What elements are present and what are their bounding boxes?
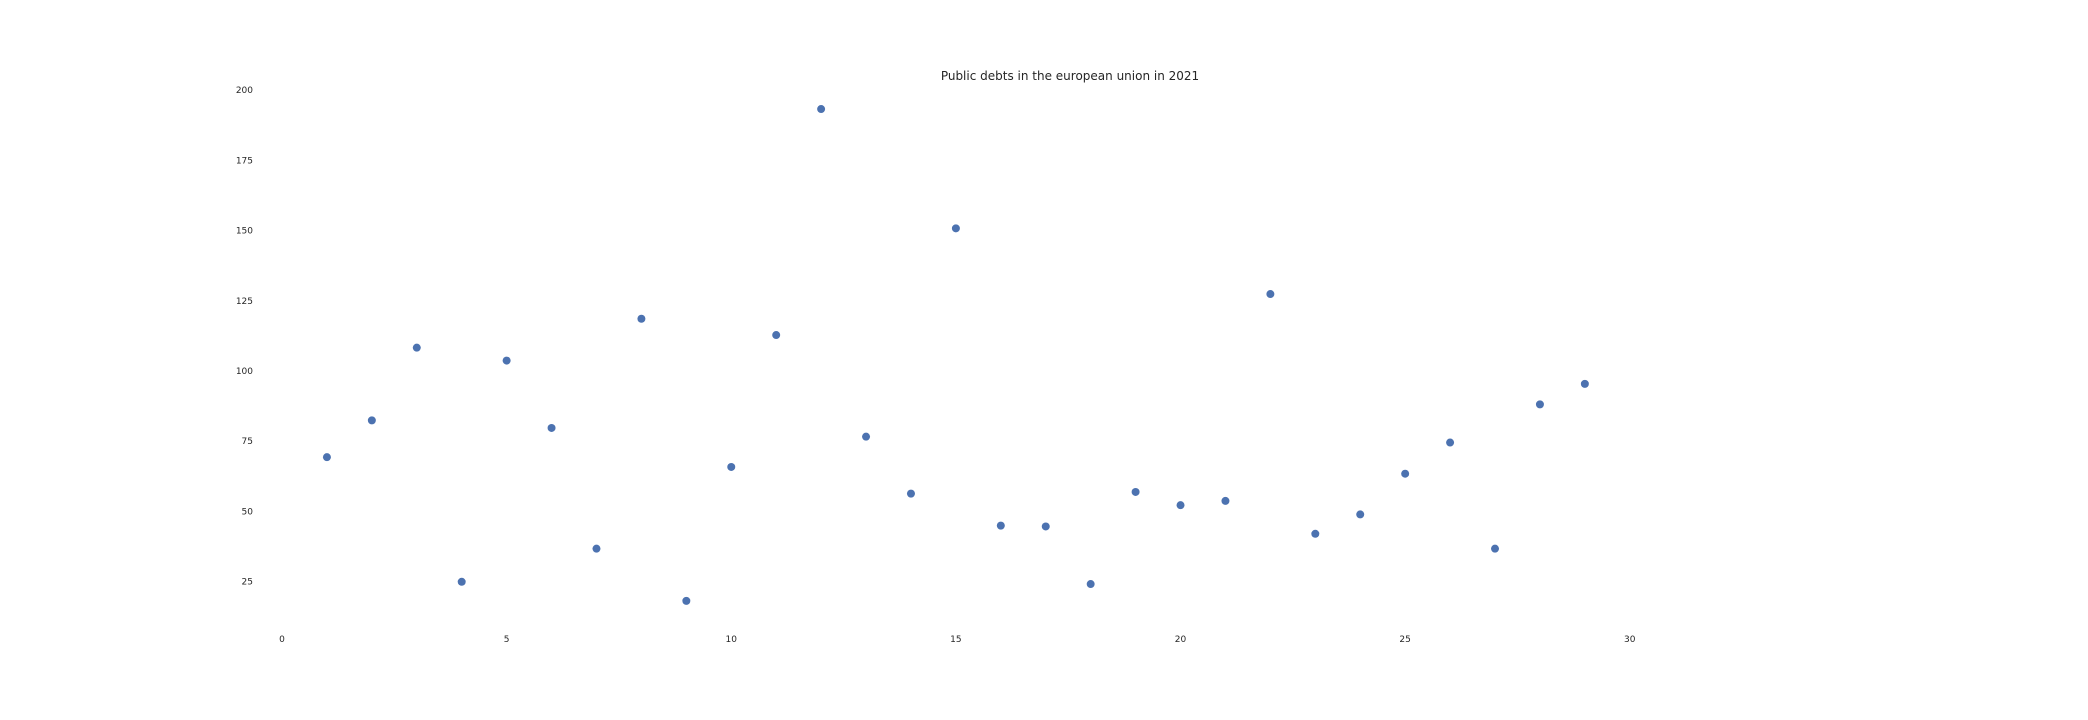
x-tick-label: 25 bbox=[1399, 635, 1410, 645]
data-point bbox=[1491, 544, 1500, 553]
data-point bbox=[1401, 469, 1410, 478]
data-point bbox=[772, 331, 781, 340]
x-tick-label: 20 bbox=[1175, 635, 1187, 645]
x-tick-label: 0 bbox=[279, 635, 285, 645]
y-tick-label: 150 bbox=[236, 227, 253, 237]
x-tick-label: 30 bbox=[1624, 635, 1636, 645]
y-tick-label: 75 bbox=[242, 437, 253, 447]
data-point bbox=[1356, 510, 1365, 519]
data-point bbox=[1446, 438, 1455, 447]
x-tick-labels: 0 5 10 15 20 25 30 bbox=[279, 635, 1636, 645]
data-point bbox=[862, 432, 871, 441]
data-point bbox=[727, 462, 736, 471]
y-tick-labels: 25 50 75 100 125 150 175 200 bbox=[236, 86, 253, 587]
data-point bbox=[637, 314, 646, 323]
data-point bbox=[457, 577, 466, 586]
data-point bbox=[1311, 529, 1320, 538]
data-point bbox=[1535, 400, 1544, 409]
x-tick-label: 5 bbox=[504, 635, 510, 645]
data-point bbox=[1580, 379, 1589, 388]
y-tick-label: 25 bbox=[242, 578, 253, 588]
data-point bbox=[817, 105, 826, 114]
data-point bbox=[592, 544, 601, 553]
data-point bbox=[1221, 496, 1230, 505]
chart-title: Public debts in the european union in 20… bbox=[941, 69, 1199, 83]
x-tick-label: 10 bbox=[726, 635, 738, 645]
data-point bbox=[906, 489, 915, 498]
data-point bbox=[996, 521, 1005, 530]
x-tick-label: 15 bbox=[950, 635, 961, 645]
y-tick-label: 175 bbox=[236, 156, 253, 166]
y-tick-label: 50 bbox=[242, 507, 254, 517]
data-point bbox=[1176, 501, 1185, 510]
y-tick-label: 125 bbox=[236, 297, 253, 307]
data-point bbox=[1041, 522, 1050, 531]
data-point bbox=[547, 423, 556, 432]
data-points bbox=[322, 105, 1589, 605]
data-point bbox=[682, 596, 691, 605]
data-point bbox=[1266, 290, 1275, 299]
data-point bbox=[367, 416, 376, 425]
data-point bbox=[951, 224, 960, 233]
data-point bbox=[412, 343, 421, 352]
y-tick-label: 100 bbox=[236, 367, 253, 377]
y-tick-label: 200 bbox=[236, 86, 253, 96]
data-point bbox=[502, 356, 511, 365]
data-point bbox=[1086, 580, 1095, 589]
data-point bbox=[1131, 487, 1140, 496]
data-point bbox=[322, 453, 331, 462]
